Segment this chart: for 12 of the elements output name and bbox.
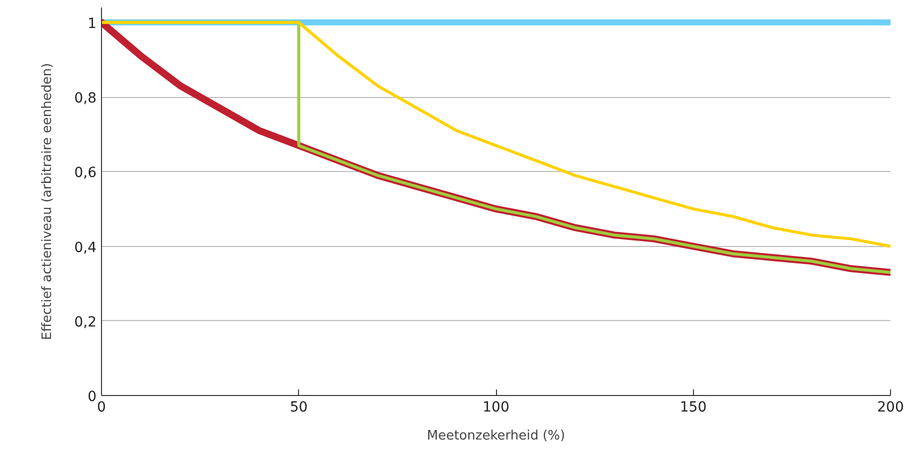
x-tick-label: 50 (290, 400, 308, 416)
y-tick-label: 0 (88, 389, 97, 405)
y-tick-label: 0,6 (74, 165, 97, 182)
y-tick-label: 0,8 (74, 90, 96, 107)
x-tick-label: 200 (877, 400, 904, 416)
x-tick-label: 150 (680, 400, 707, 416)
y-tick-label: 1 (88, 16, 97, 32)
y-axis-title: Effectief actieniveau (arbitraire eenheden) (40, 63, 56, 340)
y-tick-label: 0,4 (74, 240, 97, 256)
x-tick-label: 100 (482, 400, 510, 416)
y-tick-label: 0,2 (74, 314, 96, 330)
x-axis-title: Meetonzekerheid (%) (426, 428, 566, 444)
